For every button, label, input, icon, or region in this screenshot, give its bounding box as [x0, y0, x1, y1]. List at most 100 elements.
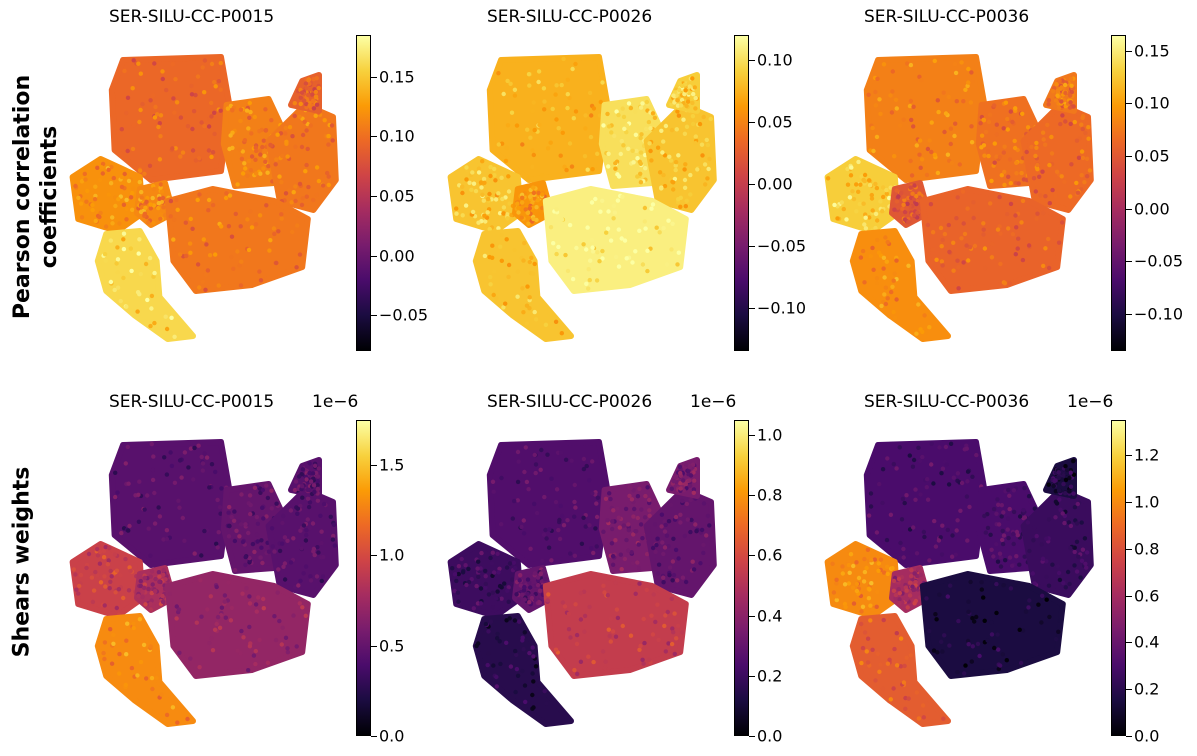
umap-point	[140, 594, 145, 600]
umap-point	[192, 551, 197, 556]
umap-point	[106, 167, 111, 172]
umap-point	[885, 456, 890, 461]
umap-point	[988, 532, 993, 537]
umap-point	[1068, 76, 1074, 82]
umap-point	[912, 571, 917, 576]
umap-point	[971, 215, 976, 221]
umap-point	[110, 215, 115, 220]
umap-point	[627, 493, 632, 499]
umap-point	[1007, 157, 1013, 162]
umap-point	[967, 504, 972, 510]
umap-point	[189, 92, 195, 97]
umap-point	[881, 194, 886, 200]
umap-point	[547, 527, 552, 532]
umap-point	[971, 200, 976, 205]
umap-point	[948, 141, 953, 147]
umap-point	[685, 99, 691, 104]
umap-point	[148, 553, 153, 558]
umap-point	[686, 468, 691, 473]
umap-point	[559, 217, 565, 222]
umap-point	[98, 177, 103, 183]
umap-point	[888, 512, 894, 517]
colorbar-tick	[1126, 595, 1132, 597]
umap-point	[997, 663, 1003, 668]
umap-point	[959, 236, 964, 241]
umap-point	[682, 131, 688, 136]
umap-point	[521, 588, 527, 593]
umap-point	[1026, 605, 1031, 610]
umap-point	[851, 601, 857, 606]
umap-point	[894, 631, 899, 636]
umap-point	[152, 490, 157, 496]
umap-point	[156, 205, 161, 211]
umap-point	[305, 487, 310, 493]
umap-point	[896, 194, 901, 199]
umap-point	[326, 133, 331, 139]
umap-point	[869, 196, 875, 201]
umap-point	[621, 114, 627, 120]
umap-point	[273, 162, 278, 167]
umap-point	[1068, 100, 1073, 105]
umap-point	[660, 150, 665, 155]
umap-point	[636, 566, 642, 571]
umap-point	[861, 579, 867, 584]
umap-point	[917, 74, 922, 79]
umap-point	[591, 550, 596, 556]
umap-point	[635, 494, 641, 499]
colorbar-tick-label: 0.00	[379, 246, 415, 266]
umap-point	[999, 514, 1004, 519]
umap-point	[512, 247, 517, 253]
umap-point	[216, 530, 221, 535]
umap-point	[287, 188, 292, 193]
umap-point	[106, 558, 111, 563]
umap-point	[987, 112, 993, 118]
umap-point	[669, 486, 674, 491]
umap-point	[540, 192, 545, 197]
umap-point	[293, 144, 298, 149]
umap-point	[678, 103, 684, 108]
umap-point	[520, 635, 525, 640]
umap-point	[556, 126, 561, 131]
umap-point	[688, 473, 694, 478]
umap-point	[904, 597, 909, 602]
umap-point	[1069, 89, 1074, 95]
umap-point	[280, 625, 285, 630]
umap-point	[1041, 210, 1046, 216]
umap-point	[508, 81, 513, 86]
umap-point	[867, 183, 873, 188]
umap-point	[573, 602, 578, 607]
umap-point	[226, 510, 231, 515]
umap-point	[1022, 554, 1027, 559]
umap-point	[257, 129, 262, 134]
colorbar-tick-label: 0.15	[379, 67, 415, 87]
umap-point	[867, 587, 872, 592]
umap-point	[491, 292, 496, 298]
umap-point	[586, 654, 591, 659]
umap-point	[152, 115, 158, 120]
umap-point	[910, 464, 916, 469]
umap-scatter	[824, 54, 1094, 342]
umap-point	[305, 517, 310, 522]
umap-point	[587, 604, 592, 610]
umap-point	[874, 281, 880, 286]
umap-point	[642, 640, 647, 646]
umap-point	[95, 573, 100, 578]
umap-point	[866, 596, 872, 601]
umap-point	[196, 443, 201, 448]
umap-point	[693, 134, 698, 139]
umap-point	[903, 706, 908, 711]
umap-cluster	[164, 186, 311, 294]
umap-point	[478, 601, 484, 606]
umap-point	[566, 627, 572, 632]
umap-point	[1055, 88, 1061, 93]
umap-point	[204, 455, 210, 460]
umap-point	[127, 523, 132, 529]
umap-point	[616, 264, 622, 269]
umap-point	[506, 262, 512, 268]
umap-point	[908, 62, 914, 68]
umap-point	[491, 489, 496, 494]
umap-point	[199, 614, 204, 619]
umap-point	[467, 180, 472, 185]
colorbar-scale-label: 1e−6	[690, 392, 737, 412]
umap-point	[1018, 660, 1024, 666]
